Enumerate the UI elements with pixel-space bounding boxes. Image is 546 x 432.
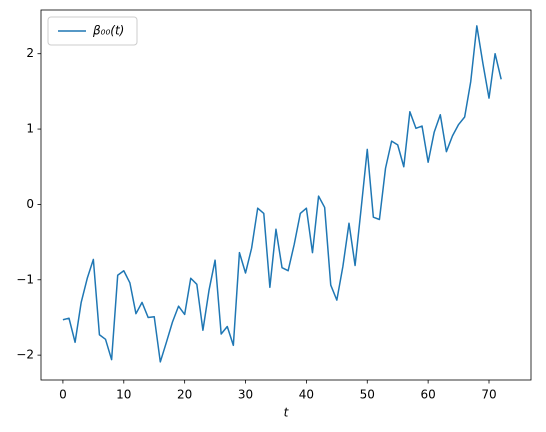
x-axis-label: t	[284, 406, 290, 420]
x-tick-label: 50	[360, 388, 375, 402]
legend-box	[47, 16, 138, 46]
plot-frame	[40, 9, 532, 381]
y-tick-label: 2	[26, 46, 34, 60]
x-tick-label: 10	[116, 388, 131, 402]
x-tick-label: 60	[420, 388, 435, 402]
y-tick-label: −2	[16, 348, 34, 362]
x-tick-label: 40	[299, 388, 314, 402]
x-tick-label: 0	[59, 388, 67, 402]
data-line	[62, 25, 502, 363]
y-tick-label: 1	[26, 122, 34, 136]
x-tick-label: 30	[238, 388, 253, 402]
legend-label: β₀₀(t)	[92, 24, 124, 38]
y-tick-label: 0	[26, 197, 34, 211]
x-tick-label: 70	[481, 388, 496, 402]
y-tick-label: −1	[16, 272, 34, 286]
x-tick-label: 20	[177, 388, 192, 402]
